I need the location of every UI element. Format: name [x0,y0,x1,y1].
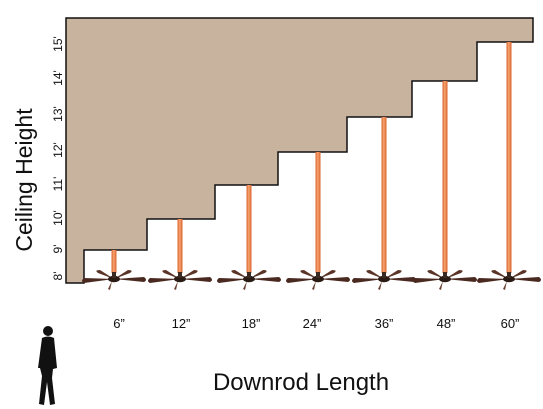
height-tick: 12' [51,142,65,158]
ceiling-fan-icon [477,270,541,290]
height-tick: 10' [51,210,65,226]
height-tick: 8' [51,272,65,281]
ceiling-fan-icon [148,270,212,290]
downrod-label: 60” [501,316,520,331]
downrod [111,250,117,273]
height-tick: 14' [51,70,65,86]
downrod [381,117,387,273]
downrod [506,42,512,273]
downrod [442,81,448,273]
ceiling-shape [65,17,534,284]
height-tick: 15' [51,36,65,52]
downrod-label: 48” [437,316,456,331]
ceiling-fan-icon [413,270,477,290]
downrod [246,185,252,273]
downrod-label: 6” [113,316,125,331]
y-axis-label: Ceiling Height [11,108,37,252]
height-ticks: 8' 9' 10' 11' 12' 13' 14' 15' [51,36,65,280]
height-tick: 13' [51,106,65,122]
fans [82,270,541,290]
downrod-label: 18” [242,316,261,331]
downrod-label: 36” [375,316,394,331]
downrod [177,219,183,273]
downrod [315,152,321,273]
person-icon [38,326,57,405]
downrods [111,42,512,273]
ceiling-fan-icon [82,270,146,290]
ceiling-fan-icon [286,270,350,290]
ceiling-fan-icon [217,270,281,290]
downrod-label: 24” [303,316,322,331]
height-tick: 11' [51,177,65,192]
downrod-labels: 6” 12” 18” 24” 36” 48” 60” [113,316,519,331]
height-tick: 9' [51,245,65,254]
ceiling-fan-icon [352,270,416,290]
downrod-label: 12” [172,316,191,331]
x-axis-label: Downrod Length [213,369,389,396]
